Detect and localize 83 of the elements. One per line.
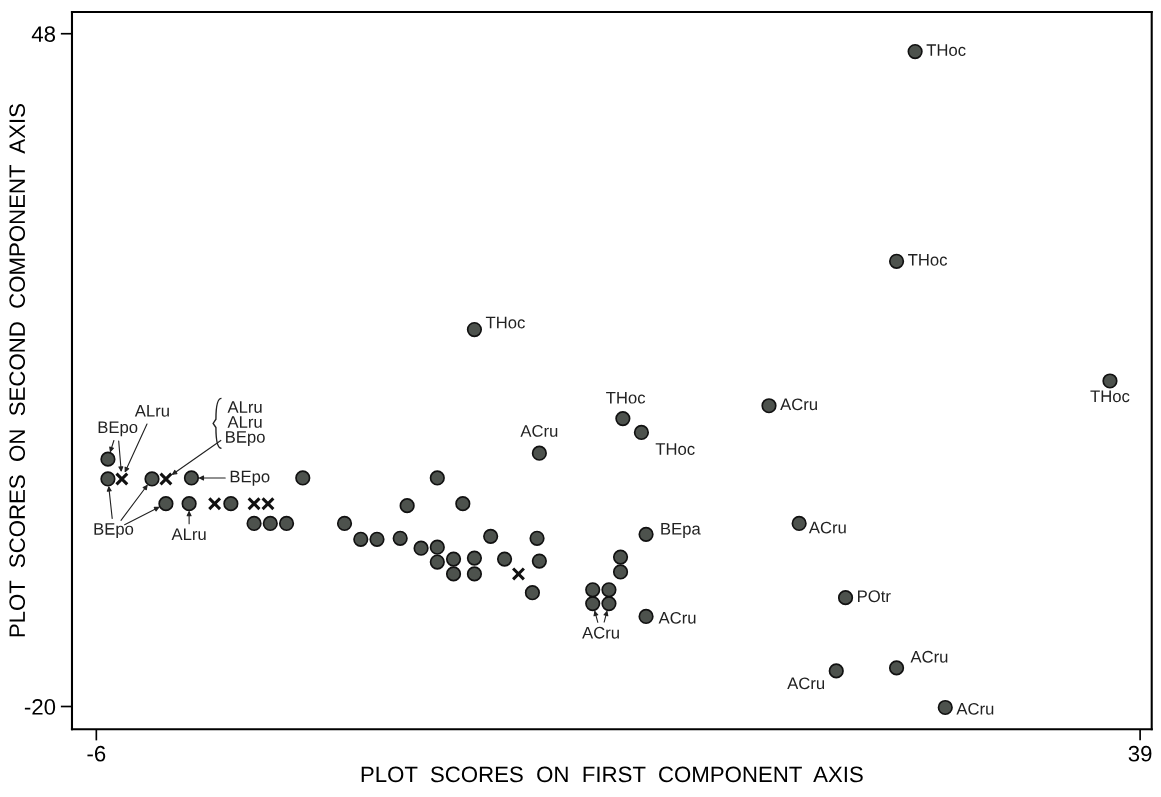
y-axis-title: PLOT SCORES ON SECOND COMPONENT AXIS	[9, 104, 26, 637]
annotation: ACru	[582, 626, 619, 639]
point	[181, 496, 197, 512]
point	[159, 472, 173, 486]
point	[353, 531, 369, 547]
point	[791, 515, 807, 532]
annotation: ACru	[956, 702, 994, 715]
point	[837, 590, 854, 606]
annotation: THoc	[926, 44, 966, 56]
point	[466, 321, 483, 338]
point	[483, 528, 499, 544]
point	[638, 526, 654, 542]
point	[601, 596, 617, 612]
point	[937, 699, 953, 716]
point	[100, 451, 116, 467]
annotation: ACru	[780, 398, 817, 411]
point	[531, 553, 547, 569]
annotation: ALru	[134, 405, 169, 417]
point	[511, 567, 526, 581]
annotation: ACru	[520, 425, 558, 437]
point	[278, 515, 295, 532]
point	[601, 582, 617, 598]
point	[336, 515, 353, 532]
point	[144, 471, 160, 487]
x-tick-label: -6	[87, 745, 106, 762]
x-tick-label: 39	[1128, 745, 1152, 762]
annotation: ALru	[171, 528, 206, 541]
point	[466, 566, 483, 582]
y-tick-label: -20	[24, 699, 56, 715]
annotation: THoc	[606, 391, 646, 404]
point	[429, 539, 445, 555]
point	[429, 554, 445, 570]
point	[531, 445, 547, 461]
point	[445, 566, 462, 582]
point	[612, 564, 629, 580]
annotation: BEpo	[94, 523, 134, 539]
point	[524, 585, 541, 601]
point	[392, 530, 408, 546]
point	[496, 551, 513, 567]
point	[585, 596, 601, 612]
annotation: POtr	[858, 590, 891, 603]
point	[295, 470, 311, 486]
point	[262, 515, 278, 532]
point	[100, 471, 116, 487]
point	[445, 551, 462, 567]
point	[612, 549, 629, 565]
point	[455, 496, 471, 512]
point	[158, 496, 174, 512]
point	[907, 43, 923, 60]
annotation: BEpo	[98, 421, 138, 437]
point	[183, 470, 200, 486]
annotation: ACru	[910, 650, 948, 663]
point	[1102, 373, 1118, 389]
annotation: THoc	[908, 254, 948, 266]
annotation: ALru ALru BEpo	[226, 401, 265, 447]
annotation: ACru	[658, 611, 696, 624]
point	[114, 472, 129, 486]
point	[466, 550, 483, 566]
annotation: ACru	[787, 677, 825, 690]
point	[529, 530, 545, 546]
annotation: ACru	[808, 521, 846, 534]
annotation: BEpa	[661, 523, 701, 538]
point	[246, 515, 262, 532]
annotation: BEpo	[230, 470, 270, 486]
point	[888, 660, 905, 676]
annotation: THoc	[1090, 390, 1130, 403]
point	[207, 496, 222, 511]
point	[761, 398, 777, 414]
x-axis-title: PLOT SCORES ON FIRST COMPONENT AXIS	[361, 766, 863, 783]
point	[585, 582, 601, 598]
annotation: THoc	[485, 316, 525, 329]
point	[615, 410, 631, 427]
point	[413, 540, 429, 556]
point	[399, 498, 415, 514]
point	[888, 253, 905, 269]
point	[369, 531, 385, 547]
annotation: THoc	[655, 443, 695, 455]
y-tick-label: 48	[31, 26, 56, 42]
point	[633, 424, 650, 441]
point	[429, 470, 445, 486]
point	[638, 608, 654, 625]
point	[828, 663, 844, 679]
point	[223, 496, 239, 512]
